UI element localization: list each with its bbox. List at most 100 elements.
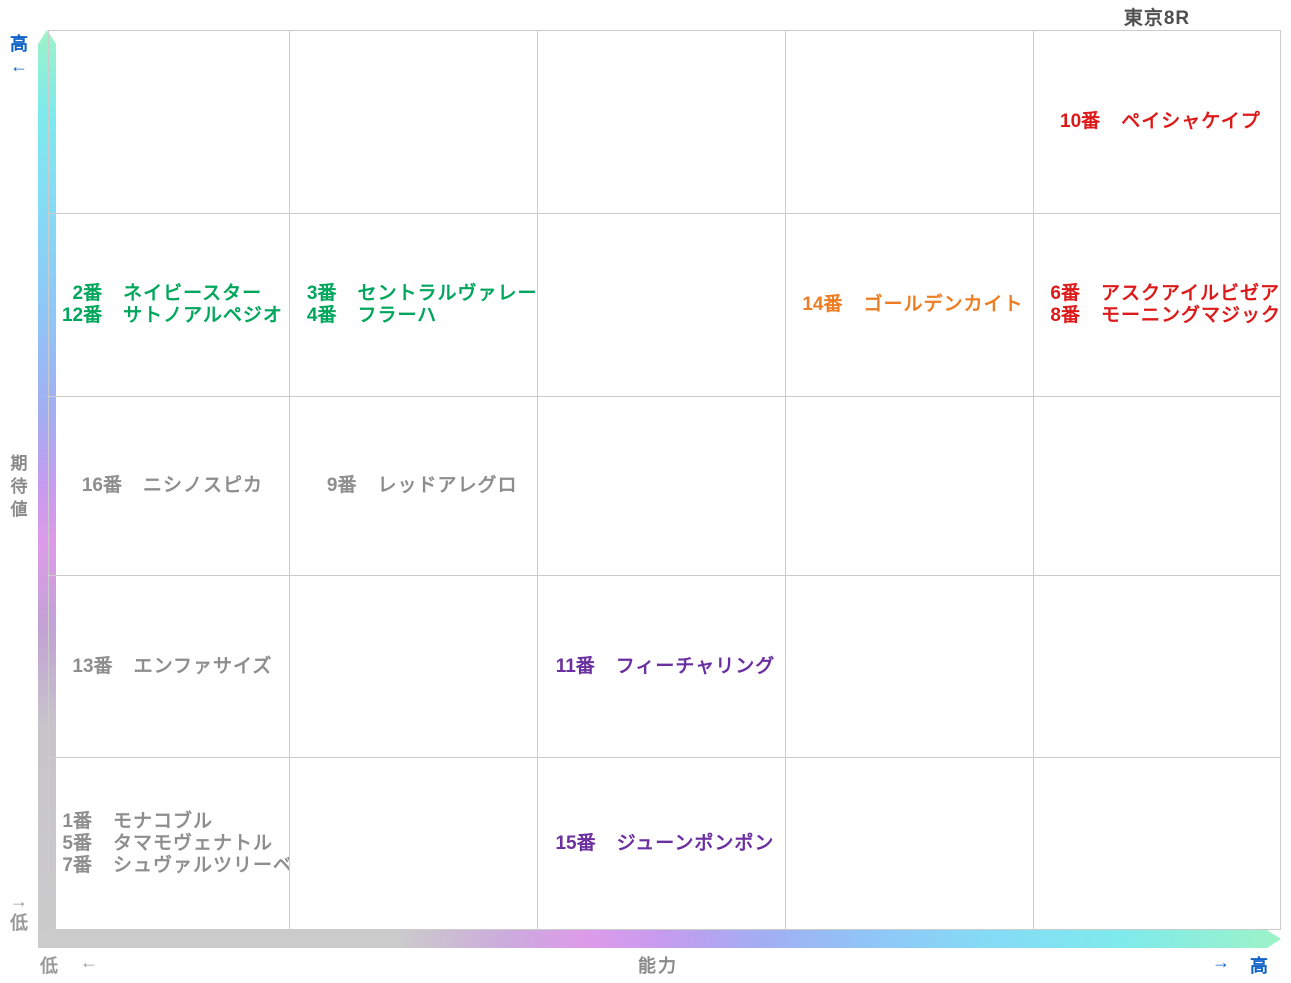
grid-cell-r2c5: 6番 アスクアイルビゼア 8番 モーニングマジック — [1034, 214, 1281, 397]
grid-cell-r4c1: 13番 エンファサイズ — [49, 576, 290, 758]
horse-name: エンファサイズ — [133, 655, 273, 677]
horse-number: 7番 — [62, 854, 92, 876]
horse-entry: 2番 ネイビースター — [55, 283, 283, 305]
horse-number: 3番 — [306, 283, 337, 304]
y-axis-title: 期待値 — [2, 452, 36, 521]
grid-cell-r5c2 — [290, 758, 538, 930]
horse-number: 13番 — [72, 655, 113, 677]
horse-entry: 5番 タマモヴェナトル — [49, 832, 289, 855]
horse-name: ジューンポンポン — [616, 832, 775, 854]
horse-entry-group: 9番 レッドアレグロ — [309, 475, 517, 497]
grid-cell-r1c5: 10番 ペイシャケイプ — [1034, 31, 1281, 214]
grid-cell-r1c4 — [786, 31, 1034, 214]
horse-name: サトノアルペジオ — [123, 305, 283, 326]
horse-entry: 1番 モナコブル — [49, 810, 289, 833]
grid-cell-r3c1: 16番 ニシノスピカ — [49, 397, 290, 576]
horse-name: アスクアイルビゼア — [1101, 283, 1281, 304]
race-title: 東京8R — [1123, 8, 1191, 29]
horse-number: 16番 — [81, 475, 122, 496]
horse-entry-group: 14番 ゴールデンカイト — [795, 294, 1023, 316]
horse-entry: 15番 ジューンポンポン — [549, 833, 775, 855]
horse-number: 9番 — [326, 475, 357, 496]
horse-number: 2番 — [72, 283, 103, 304]
x-axis-high-label: 高 — [1250, 956, 1268, 976]
grid-cell-r4c2 — [290, 576, 538, 758]
grid-cell-r4c4 — [786, 576, 1034, 758]
horse-entry: 7番 シュヴァルツリーベ — [49, 854, 289, 877]
chart-grid: 10番 ペイシャケイプ 2番 ネイビースター 12番 サトノアルペジオ 3番 セントラルヴァレ… — [48, 30, 1281, 930]
horse-number: 1番 — [62, 810, 92, 832]
grid-cell-r1c1 — [49, 31, 290, 214]
horse-number: 11番 — [555, 655, 595, 677]
x-axis-title: 能力 — [638, 956, 678, 976]
horse-name: モーニングマジック — [1101, 305, 1281, 326]
grid-cell-r2c4: 14番 ゴールデンカイト — [786, 214, 1034, 397]
grid-cell-r3c3 — [538, 397, 786, 576]
horse-number: 4番 — [306, 305, 337, 326]
horse-number: 15番 — [555, 832, 596, 854]
grid-cell-r5c5 — [1034, 758, 1281, 930]
grid-cell-r5c3: 15番 ジューンポンポン — [538, 758, 786, 930]
grid-cell-r4c3: 11番 フィーチャリング — [538, 576, 786, 758]
x-axis-low-arrow-icon: ← — [80, 952, 98, 972]
grid-cell-r2c2: 3番 セントラルヴァレー 4番 フラーハ — [290, 214, 538, 397]
horse-entry-group: 13番 エンファサイズ — [66, 656, 273, 678]
grid-cell-r3c2: 9番 レッドアレグロ — [290, 397, 538, 576]
horse-entry: 10番 ペイシャケイプ — [1053, 111, 1261, 133]
horse-entry: 11番 フィーチャリング — [548, 656, 775, 678]
grid-cell-r5c1: 1番 モナコブル 5番 タマモヴェナトル 7番 シュヴァルツリーベ — [49, 758, 290, 930]
horse-entry: 8番 モーニングマジック — [1034, 305, 1281, 327]
x-axis-low-label: 低 — [40, 956, 58, 976]
horse-name: フラーハ — [357, 305, 438, 326]
y-axis-title-char: 期 — [10, 454, 28, 473]
horse-entry-group: 11番 フィーチャリング — [548, 656, 775, 678]
horse-name: ペイシャケイプ — [1121, 111, 1261, 132]
horse-entry: 14番 ゴールデンカイト — [795, 294, 1023, 316]
grid-cell-r1c3 — [538, 31, 786, 214]
y-axis-gradient-bar — [38, 30, 56, 948]
horse-name: ニシノスピカ — [142, 475, 263, 496]
horse-entry: 3番 セントラルヴァレー — [290, 283, 538, 305]
y-axis-low-label-group: → 低 — [2, 890, 36, 934]
horse-entry-group: 16番 ニシノスピカ — [75, 475, 263, 497]
x-axis-gradient-bar — [38, 930, 1281, 948]
horse-number: 5番 — [62, 832, 92, 854]
grid-cell-r3c4 — [786, 397, 1034, 576]
x-axis-high-arrow-icon: → — [1212, 952, 1230, 972]
horse-number: 8番 — [1050, 305, 1080, 326]
y-axis-high-arrow-icon: ← — [10, 56, 28, 76]
horse-name: ゴールデンカイト — [863, 294, 1024, 315]
y-axis-title-char: 待 — [10, 477, 28, 496]
horse-entry-group: 10番 ペイシャケイプ — [1053, 111, 1261, 133]
horse-entry-group: 15番 ジューンポンポン — [549, 833, 775, 855]
horse-number: 14番 — [802, 294, 843, 315]
grid-cell-r5c4 — [786, 758, 1034, 930]
horse-entry: 9番 レッドアレグロ — [309, 475, 517, 497]
horse-name: フィーチャリング — [615, 655, 776, 677]
horse-entry: 12番 サトノアルペジオ — [55, 305, 283, 327]
y-axis-low-arrow-icon: → — [10, 891, 28, 911]
horse-entry-group: 6番 アスクアイルビゼア 8番 モーニングマジック — [1034, 283, 1281, 327]
horse-name: ネイビースター — [123, 283, 263, 304]
horse-number: 6番 — [1050, 283, 1080, 304]
horse-entry: 6番 アスクアイルビゼア — [1034, 283, 1281, 305]
horse-entry: 13番 エンファサイズ — [66, 656, 273, 678]
horse-name: レッドアレグロ — [377, 475, 518, 496]
x-axis-label-row: 低 ← 能力 → 高 — [0, 950, 1291, 978]
horse-entry-group: 1番 モナコブル 5番 タマモヴェナトル 7番 シュヴァルツリーベ — [49, 810, 289, 877]
horse-entry: 16番 ニシノスピカ — [75, 475, 263, 497]
grid-cell-r3c5 — [1034, 397, 1281, 576]
horse-name: タマモヴェナトル — [113, 832, 274, 854]
grid-cell-r2c3 — [538, 214, 786, 397]
horse-entry-group: 2番 ネイビースター 12番 サトノアルペジオ — [55, 283, 283, 327]
grid-cell-r2c1: 2番 ネイビースター 12番 サトノアルペジオ — [49, 214, 290, 397]
horse-name: セントラルヴァレー — [357, 283, 538, 304]
y-axis-low-label: 低 — [10, 913, 28, 933]
horse-name: モナコブル — [113, 810, 214, 832]
horse-entry: 4番 フラーハ — [290, 305, 537, 327]
grid-cell-r4c5 — [1034, 576, 1281, 758]
horse-number: 12番 — [61, 305, 103, 326]
horse-number: 10番 — [1060, 111, 1101, 132]
grid-cell-r1c2 — [290, 31, 538, 214]
